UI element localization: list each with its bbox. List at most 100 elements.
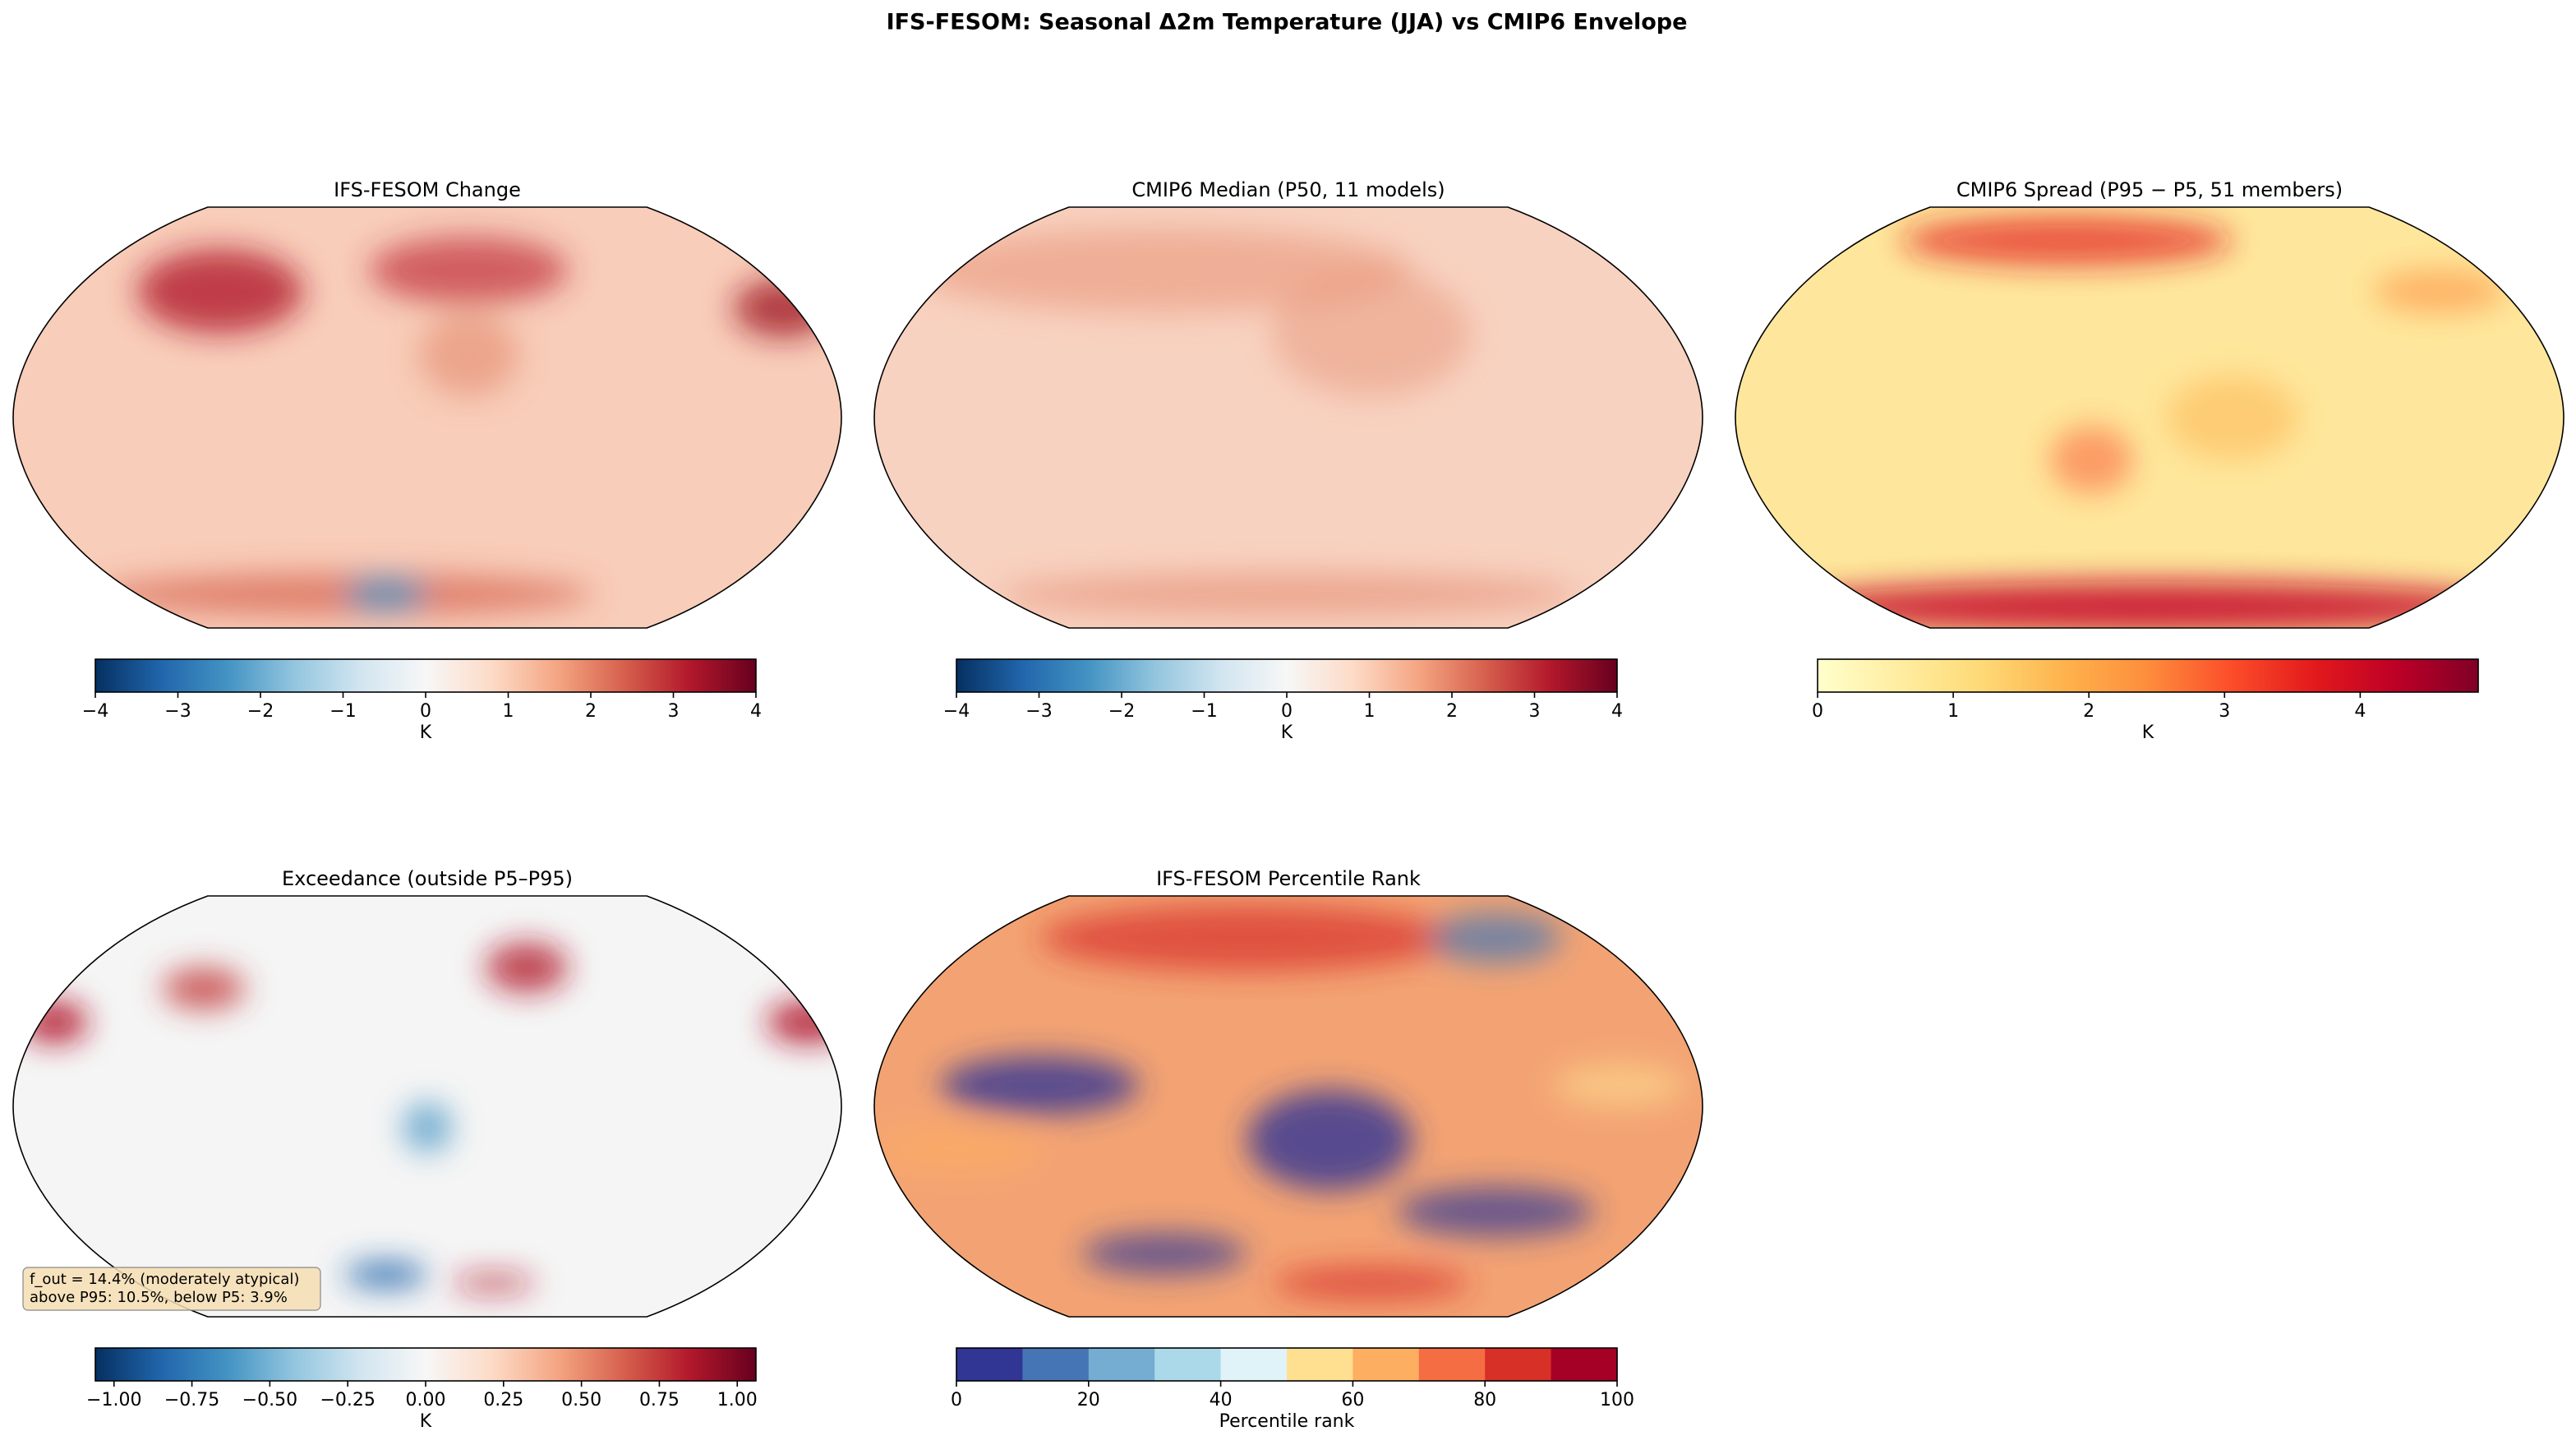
colorbar-tick-label: 20 [1077, 1390, 1100, 1410]
colorbar-tick-label: −0.50 [242, 1390, 297, 1410]
colorbar-bin [1154, 1348, 1222, 1381]
panel-title: IFS-FESOM Change [334, 178, 521, 201]
map-anomaly [162, 967, 246, 1010]
colorbar-tick-label: −2 [247, 701, 274, 722]
panel-title: CMIP6 Median (P50, 11 models) [1131, 178, 1445, 201]
panel-title: IFS-FESOM Percentile Rank [1156, 867, 1421, 890]
colorbar [95, 659, 756, 692]
map-anomaly [1081, 1232, 1247, 1275]
colorbar-label: K [1281, 722, 1293, 743]
map-anomaly [95, 573, 593, 616]
colorbar-tick-label: 3 [668, 701, 680, 722]
colorbar-bin [1220, 1348, 1288, 1381]
colorbar-tick-label: 4 [1611, 701, 1623, 722]
colorbar-label: Percentile rank [1219, 1411, 1355, 1432]
colorbar-tick-label: 4 [2354, 701, 2366, 722]
colorbar-tick-label: 40 [1210, 1390, 1233, 1410]
map-field [874, 904, 1686, 1300]
map [13, 207, 841, 628]
colorbar-tick-label: 0.25 [483, 1390, 523, 1410]
annotation-text: f_out = 14.4% (moderately atypical) [30, 1271, 299, 1288]
map-anomaly [2050, 426, 2133, 494]
map-anomaly [1553, 1064, 1686, 1106]
map-border [12, 895, 842, 1318]
annotation-box [22, 1267, 321, 1311]
colorbar-tick-label: 0 [951, 1390, 962, 1410]
map-anomaly [940, 1055, 1140, 1115]
map-anomaly [418, 312, 518, 397]
map-anomaly [1901, 215, 2233, 266]
colorbar-frame [1817, 658, 2479, 693]
colorbar-tick-label: 4 [750, 701, 762, 722]
map-anomaly [915, 228, 1413, 312]
colorbar-tick-label: 0.50 [561, 1390, 601, 1410]
colorbar-tick-label: −1.00 [86, 1390, 141, 1410]
map-anomaly [2166, 375, 2299, 460]
colorbar [1818, 659, 2478, 692]
colorbar-tick-label: 100 [1600, 1390, 1634, 1410]
map-anomaly [344, 1262, 427, 1288]
colorbar-tick-label: 0 [1281, 701, 1293, 722]
colorbar-tick-label: 1 [1947, 701, 1959, 722]
colorbar-tick-label: −3 [1025, 701, 1052, 722]
map-field [1776, 215, 2523, 628]
colorbar-tick-label: 60 [1341, 1390, 1364, 1410]
map-anomaly [2373, 270, 2506, 312]
colorbar-tick-label: 2 [2083, 701, 2094, 722]
map-border [12, 206, 842, 629]
colorbar-bin [1485, 1348, 1552, 1381]
panel-title: Exceedance (outside P5–P95) [282, 867, 573, 890]
colorbar-bin [1088, 1348, 1155, 1381]
panel-title: CMIP6 Spread (P95 − P5, 51 members) [1956, 178, 2343, 201]
colorbar-tick-label: 0 [420, 701, 431, 722]
map-anomaly [1271, 270, 1471, 397]
colorbar-tick-label: 2 [585, 701, 597, 722]
colorbar-tick-label: −1 [1191, 701, 1217, 722]
colorbar [95, 1348, 756, 1381]
map-anomaly [1039, 904, 1454, 972]
map-anomaly [1429, 912, 1562, 963]
map-anomaly [874, 1123, 1040, 1174]
colorbar-tick-label: 0.00 [406, 1390, 446, 1410]
map-anomaly [402, 1101, 453, 1153]
map [874, 896, 1703, 1317]
colorbar-tick-label: 2 [1446, 701, 1458, 722]
map-anomaly [485, 942, 569, 993]
colorbar-tick-label: 0 [1812, 701, 1823, 722]
colorbar-bin [1022, 1348, 1090, 1381]
colorbar-tick-label: −0.75 [164, 1390, 219, 1410]
map-anomaly [1396, 1186, 1595, 1237]
map-field [915, 228, 1578, 616]
colorbar-tick-label: 3 [2219, 701, 2230, 722]
map-anomaly [998, 573, 1578, 616]
map-anomaly [452, 1274, 536, 1292]
colorbar [956, 659, 1617, 692]
colorbar-bin [1418, 1348, 1486, 1381]
map-ocean [1735, 207, 2564, 628]
map [13, 896, 841, 1317]
map [1735, 207, 2564, 628]
colorbar-bin [956, 1348, 1023, 1381]
colorbar-label: K [420, 1411, 432, 1432]
colorbar-tick-label: −1 [329, 701, 356, 722]
map [874, 207, 1703, 628]
colorbar-bin [1551, 1348, 1618, 1381]
colorbar-tick-label: 1 [1364, 701, 1376, 722]
map-anomaly [344, 577, 427, 612]
map-anomaly [1247, 1089, 1413, 1191]
map-anomaly [369, 236, 569, 304]
map-border [873, 895, 1703, 1318]
figure-title: IFS-FESOM: Seasonal Δ2m Temperature (JJA… [887, 10, 1688, 35]
colorbar-label: K [2142, 722, 2154, 743]
colorbar-tick-label: −0.25 [320, 1390, 375, 1410]
map-border [873, 206, 1703, 629]
colorbar-tick-label: −3 [164, 701, 191, 722]
colorbar-tick-label: 1.00 [717, 1390, 758, 1410]
map-border [1735, 206, 2564, 629]
colorbar-tick-label: −4 [82, 701, 108, 722]
annotation-text: above P95: 10.5%, below P5: 3.9% [30, 1289, 288, 1306]
colorbar-tick-label: 1 [503, 701, 514, 722]
map-anomaly [137, 249, 303, 334]
